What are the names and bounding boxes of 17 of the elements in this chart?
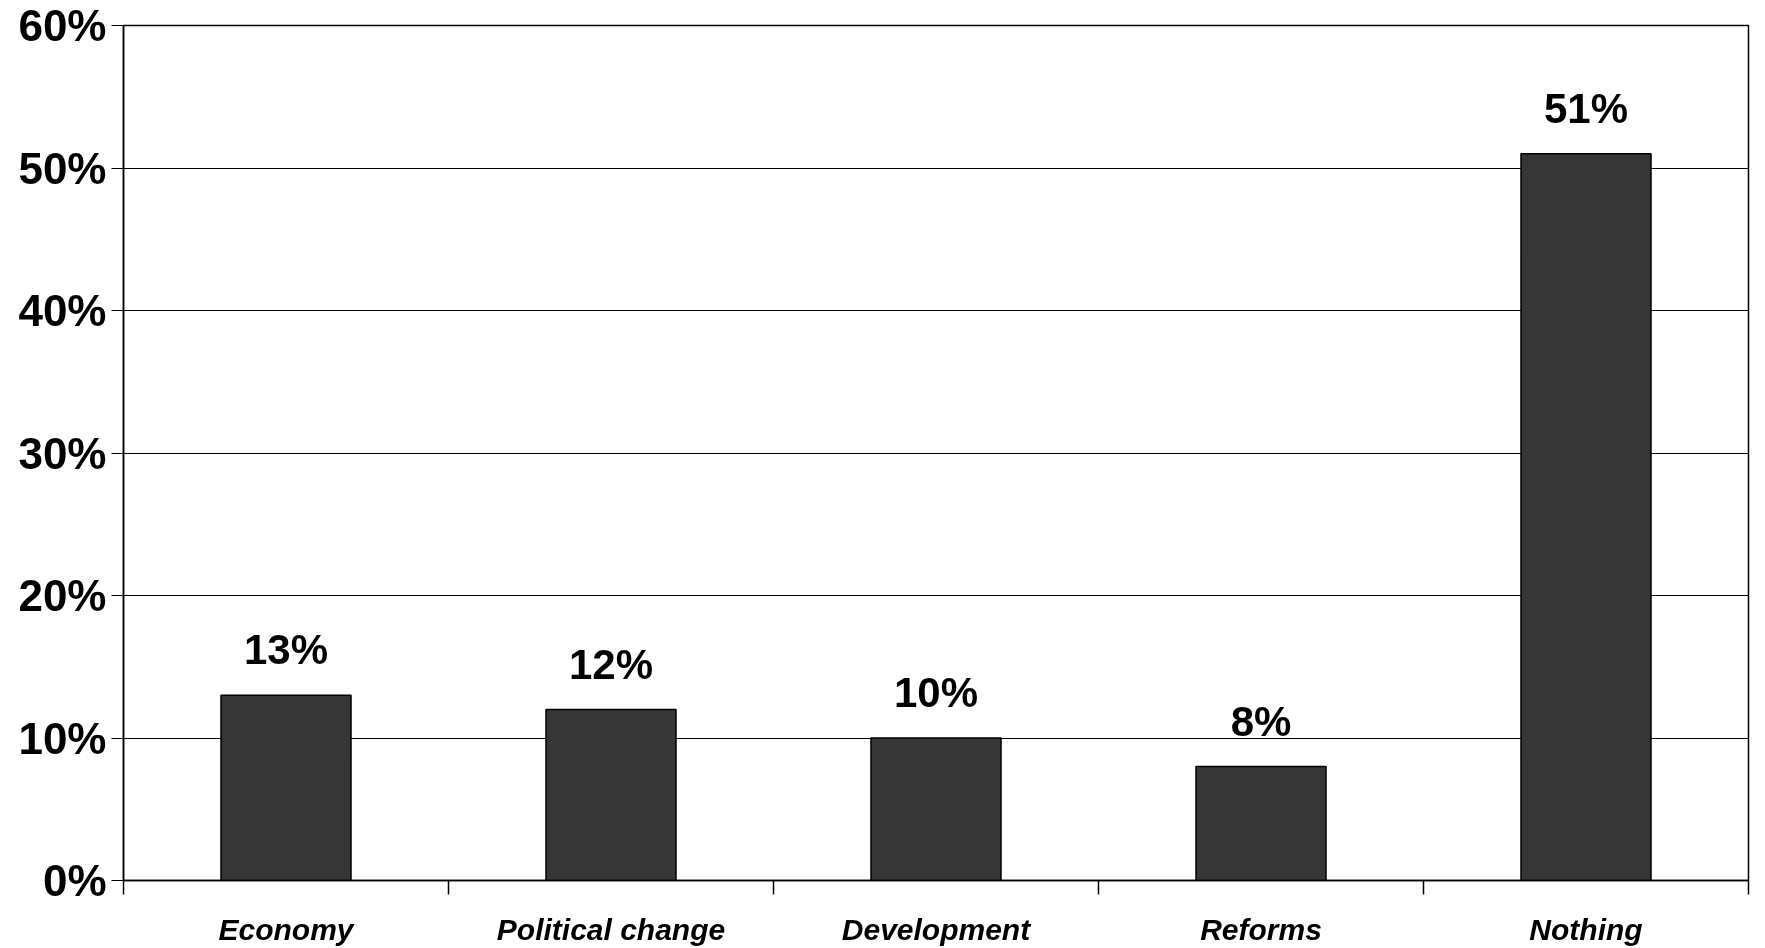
data-label: 12%: [568, 640, 654, 688]
y-tick-label: 30%: [18, 428, 107, 478]
data-label: 10%: [893, 669, 979, 716]
x-tick-label: Nothing: [1529, 912, 1643, 946]
y-tick-label: 10%: [18, 713, 107, 763]
data-label: 51%: [1543, 84, 1629, 132]
x-tick-label: Political change: [496, 912, 726, 946]
y-tick-label: 50%: [18, 143, 107, 193]
data-label: 13%: [243, 626, 329, 674]
data-label: 8%: [1230, 697, 1292, 745]
x-tick-label: Economy: [218, 912, 355, 946]
x-tick-label: Reforms: [1200, 912, 1322, 946]
y-tick-label: 0%: [42, 856, 107, 905]
y-tick-label: 20%: [18, 571, 107, 620]
x-tick-label: Development: [841, 912, 1033, 946]
y-tick-label: 60%: [18, 1, 107, 50]
y-tick-label: 40%: [18, 286, 107, 335]
